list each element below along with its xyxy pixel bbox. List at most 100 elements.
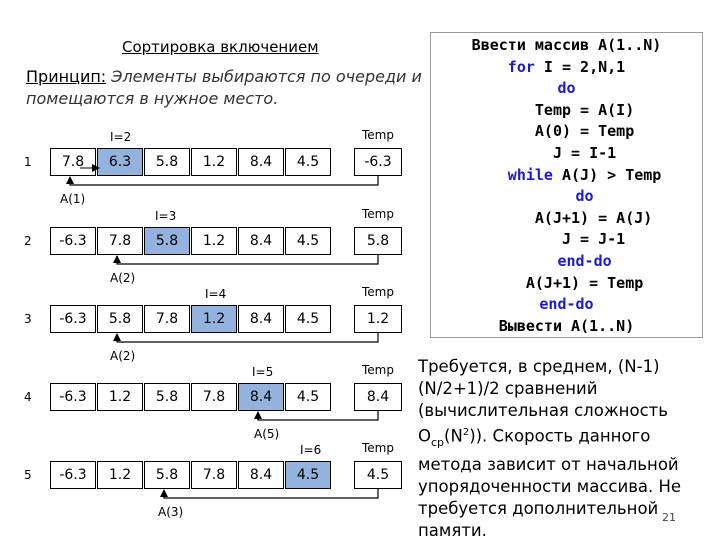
temp-cell: 8.4 [354,383,402,411]
code-keyword: do [539,187,594,206]
insert-arrow [66,176,379,186]
array-cell: 5.8 [97,305,143,333]
array-cell: 7.8 [191,461,237,489]
array-cell: -6.3 [50,227,96,255]
code-line: for I = 2,N,1 [431,57,702,79]
code-text: A(J+1) = A(J) [480,208,653,227]
temp-label: Temp [362,285,394,299]
array-cell: 4.5 [285,383,331,411]
pseudocode-box: Ввести массив A(1..N) for I = 2,N,1 do Tem… [430,32,703,338]
code-line: end-do [431,251,702,273]
step-number: 3 [24,312,32,326]
a-label: A(1) [60,192,86,206]
code-keyword: end-do [521,251,612,270]
array-cell: 7.8 [97,227,143,255]
code-text: Ввести массив A(1..N) [471,36,662,54]
step-arrows [66,164,379,499]
step-number: 4 [24,390,32,404]
array-cell: 7.8 [50,148,96,176]
array-cell: 5.8 [144,227,190,255]
temp-cell: 4.5 [354,461,402,489]
principle-text: Принцип: Элементы выбираются по очереди … [26,66,426,110]
code-text: Вывести A(1..N) [498,316,635,335]
array-cell: 1.2 [97,383,143,411]
array-cell: 4.5 [285,227,331,255]
array-cell: 4.5 [285,461,331,489]
code-line: A(J+1) = A(J) [431,208,702,230]
code-line: do [431,78,702,100]
i-label: I=6 [300,443,322,457]
array-cell: -6.3 [50,461,96,489]
array-cell: 1.2 [191,305,237,333]
complexity-part-3: )). Скорость данного метода зависит от н… [418,426,682,540]
code-line: A(0) = Temp [431,121,702,143]
step-number: 2 [24,234,32,248]
code-keyword: for [507,57,535,76]
a-label: A(2) [110,349,136,363]
insert-arrow [113,255,379,265]
code-line: do [431,186,702,208]
code-text: J = I-1 [516,143,617,162]
array-cell: 4.5 [285,305,331,333]
insert-arrow [160,489,379,499]
step-number: 1 [24,155,32,169]
a-label: A(3) [158,505,184,519]
complexity-part-1: Требуется, в среднем, (N-1)(N/2+1)/2 сра… [418,357,668,446]
insert-arrow [254,411,379,421]
array-cell: 8.4 [238,305,284,333]
a-label: A(5) [254,427,280,441]
array-cell: -6.3 [50,383,96,411]
i-label: I=4 [205,287,227,301]
array-cell: 5.8 [144,461,190,489]
array-cell: -6.3 [50,305,96,333]
array-cell: 8.4 [238,227,284,255]
code-line: Temp = A(I) [431,100,702,122]
a-label: A(2) [110,271,136,285]
array-cell: 1.2 [191,148,237,176]
complexity-description: Требуется, в среднем, (N-1)(N/2+1)/2 сра… [418,356,718,542]
array-cell: 7.8 [144,305,190,333]
temp-cell: 1.2 [354,305,402,333]
array-cell: 1.2 [191,227,237,255]
code-line: J = I-1 [431,143,702,165]
code-line: A(J+1) = Temp [431,273,702,295]
code-text: I = 2,N,1 [534,57,626,76]
array-cell: 8.4 [238,383,284,411]
temp-label: Temp [362,207,394,221]
temp-label: Temp [362,128,394,142]
code-text: Temp = A(I) [498,100,635,119]
temp-cell: -6.3 [354,148,402,176]
principle-body: Элементы выбираются по очереди и помещаю… [26,67,422,108]
array-cell: 8.4 [238,148,284,176]
code-text: A(J) > Temp [552,165,662,184]
array-cell: 5.8 [144,383,190,411]
code-text: A(0) = Temp [498,122,635,141]
step-number: 5 [24,468,32,482]
array-cell: 4.5 [285,148,331,176]
i-label: I=5 [252,365,274,379]
code-line: while A(J) > Temp [431,165,702,187]
complexity-superscript: 2 [462,427,470,438]
temp-cell: 5.8 [354,227,402,255]
temp-label: Temp [362,441,394,455]
code-keyword: end-do [539,295,594,314]
code-line: end-do [431,294,702,316]
array-cell: 1.2 [97,461,143,489]
i-label: I=3 [155,209,177,223]
code-line: J = J-1 [431,229,702,251]
array-cell: 5.8 [144,148,190,176]
code-text: J = J-1 [507,230,626,249]
code-keyword: while [471,165,553,184]
code-line: Вывести A(1..N) [431,316,702,338]
principle-label: Принцип: [26,67,107,86]
temp-label: Temp [362,363,394,377]
complexity-subscript: ср [431,435,445,449]
array-cell: 7.8 [191,383,237,411]
code-line: Ввести массив A(1..N) [431,35,702,57]
page-number: 21 [662,511,676,524]
array-cell: 6.3 [97,148,143,176]
code-text: A(J+1) = Temp [489,273,644,292]
i-label: I=2 [110,130,132,144]
array-cell: 8.4 [238,461,284,489]
slide-title: Сортировка включением [122,38,319,56]
